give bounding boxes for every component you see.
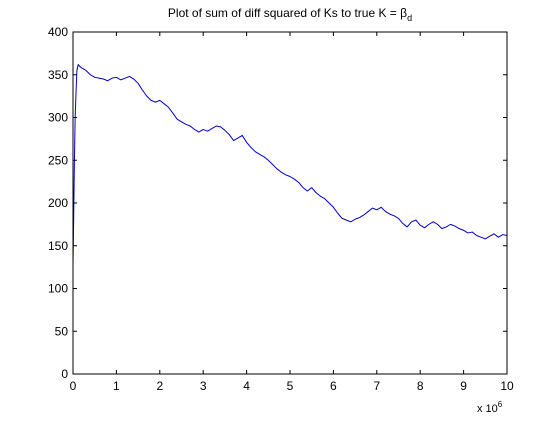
x-axis: 0 1 2 3 4 5 6 7 8 9 10: [70, 32, 514, 393]
x-tick-label: 6: [330, 379, 337, 393]
y-tick-label: 150: [48, 239, 68, 253]
x-tick-label: 9: [460, 379, 467, 393]
x-tick-label: 0: [70, 379, 77, 393]
y-axis: 0 50 100 150 200 250 300 350 400: [48, 25, 507, 381]
x-tick-label: 4: [243, 379, 250, 393]
x-axis-multiplier: x 106: [477, 400, 503, 415]
series-layer: [72, 63, 508, 263]
x-tick-label: 1: [113, 379, 120, 393]
x-axis-multiplier-exponent: 6: [498, 400, 503, 409]
y-tick-label: 0: [61, 367, 68, 381]
y-tick-label: 300: [48, 111, 68, 125]
x-tick-label: 5: [287, 379, 294, 393]
x-tick-label: 10: [500, 379, 514, 393]
series-line-0: [72, 63, 508, 263]
y-tick-label: 50: [55, 324, 69, 338]
chart-title-subscript: d: [407, 13, 412, 23]
y-tick-label: 250: [48, 153, 68, 167]
chart-title-text: Plot of sum of diff squared of Ks to tru…: [168, 6, 400, 20]
y-tick-label: 400: [48, 25, 68, 39]
chart-title-symbol: β: [400, 6, 407, 20]
plot-area: [73, 32, 507, 374]
y-tick-label: 350: [48, 68, 68, 82]
chart-title: Plot of sum of diff squared of Ks to tru…: [168, 6, 412, 23]
x-tick-label: 7: [373, 379, 380, 393]
y-tick-label: 200: [48, 196, 68, 210]
x-tick-label: 3: [200, 379, 207, 393]
x-tick-label: 8: [417, 379, 424, 393]
x-axis-multiplier-base: x 10: [477, 403, 498, 415]
y-tick-label: 100: [48, 282, 68, 296]
x-tick-label: 2: [156, 379, 163, 393]
